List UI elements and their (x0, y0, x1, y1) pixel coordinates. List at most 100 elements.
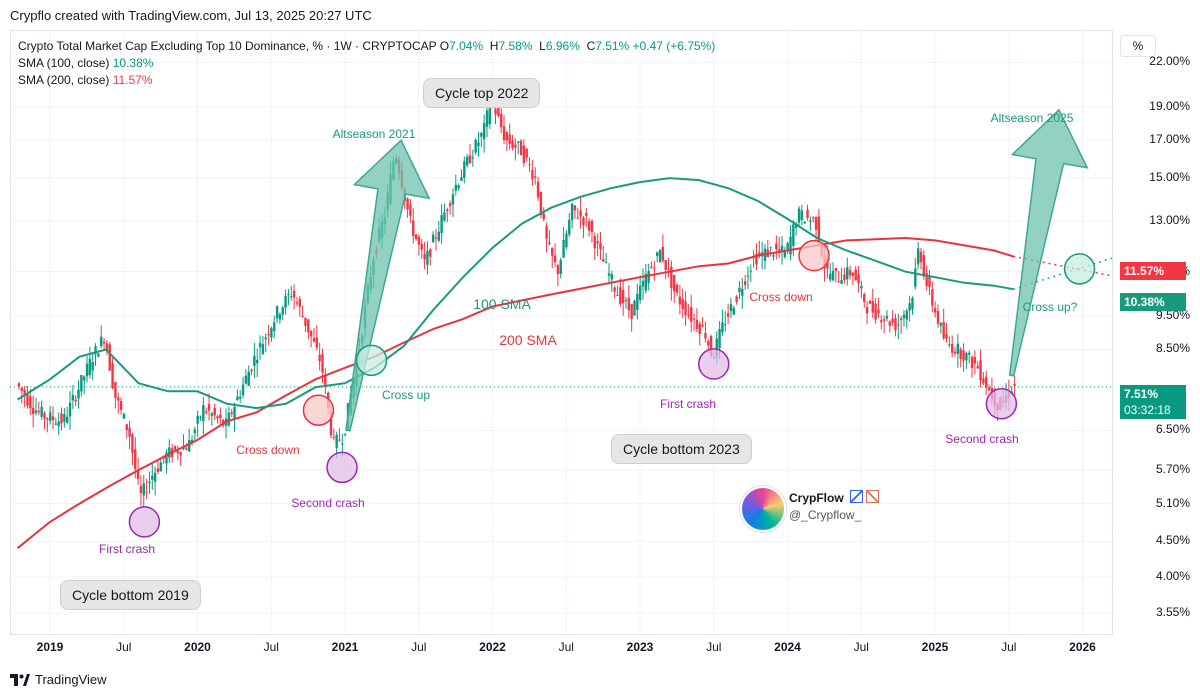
candle-body (88, 358, 92, 376)
price-axis-tick: 8.50% (1155, 341, 1190, 356)
time-axis-tick: Jul (116, 640, 132, 654)
candle-body (709, 336, 713, 356)
candle-body (508, 134, 511, 145)
candle-body (23, 389, 26, 397)
candle-body (278, 314, 282, 320)
second-crash-2021-label: Second crash (291, 496, 365, 510)
altseason-2025-arrow (1008, 108, 1089, 377)
first-crash-2019-label: First crash (98, 542, 156, 556)
candle-body (304, 317, 307, 326)
price-axis-tick: 13.00% (1149, 213, 1190, 228)
candle-body (817, 216, 821, 243)
candle-body (908, 303, 911, 311)
candle-body (701, 325, 704, 327)
candle-body (298, 298, 301, 307)
legend-sma200-value: 11.57% (112, 73, 153, 87)
candle-body (159, 462, 162, 472)
sma200-price-tag: 11.57% (1120, 262, 1186, 280)
candle-body (945, 334, 948, 339)
percent-scale-button[interactable]: % (1120, 35, 1156, 57)
candle-body (792, 224, 795, 246)
footer-brand[interactable]: TradingView (10, 672, 107, 687)
candle-body (707, 341, 710, 346)
candle-body (190, 439, 194, 444)
candle-body (125, 424, 128, 431)
candle-body (548, 242, 551, 245)
candle-body (914, 268, 917, 287)
candle-body (204, 411, 208, 413)
legend-sma200-row[interactable]: SMA (200, close) 11.57% (18, 72, 153, 88)
legend-low-label: L (539, 39, 546, 53)
candle-body (315, 337, 319, 348)
price-axis-tick: 9.50% (1155, 307, 1190, 322)
price-axis-tick: 4.00% (1155, 568, 1190, 583)
candle-body (290, 296, 293, 298)
legend-title: Crypto Total Market Cap Excluding Top 10… (18, 39, 437, 53)
candle-body (545, 226, 548, 239)
candle-body (482, 123, 486, 140)
candle-body (888, 321, 891, 326)
candle-body (43, 413, 46, 419)
candle-body (97, 353, 100, 357)
candle-body (46, 418, 49, 420)
candle-body (236, 396, 239, 401)
candle-body (539, 191, 543, 216)
candle-body (412, 220, 415, 237)
legend-low-value: 6.96% (545, 39, 580, 53)
candle-body (982, 378, 985, 384)
candle-body (60, 413, 63, 424)
candle-body (692, 318, 696, 320)
candle-body (678, 296, 682, 305)
candle-body (573, 205, 577, 211)
price-axis-tick: 19.00% (1149, 98, 1190, 113)
candle-body (29, 396, 32, 409)
candle-body (233, 407, 236, 419)
candle-body (599, 242, 602, 250)
candle-body (457, 185, 460, 189)
candle-body (216, 416, 219, 419)
price-axis-tick: 4.50% (1155, 533, 1190, 548)
candle-body (80, 374, 83, 392)
candle-body (630, 304, 633, 319)
candle-body (619, 287, 622, 304)
legend-sma100-value: 10.38% (112, 56, 154, 70)
tradingview-logo-icon (10, 673, 30, 686)
candle-body (857, 274, 860, 284)
candle-body (338, 439, 341, 441)
cycle-top-2022-callout: Cycle top 2022 (423, 78, 541, 108)
candle-body (959, 349, 962, 359)
candle-body (281, 307, 284, 315)
candle-body (165, 452, 168, 464)
candle-body (134, 449, 137, 469)
legend-sma100-row[interactable]: SMA (100, close) 10.38% (18, 55, 153, 71)
candle-body (241, 384, 245, 396)
candle-body (65, 416, 69, 423)
candle-body (718, 329, 721, 349)
candle-body (250, 369, 253, 372)
candle-body (911, 297, 914, 310)
candle-body (34, 410, 38, 413)
candle-body (48, 412, 52, 422)
candle-body (933, 308, 937, 313)
candle-body (704, 333, 707, 339)
candle-body (885, 315, 889, 319)
candle-body (777, 249, 781, 251)
cross-up-2021-label: Cross up (381, 388, 431, 402)
chart-pane[interactable] (10, 30, 1113, 635)
candle-body (409, 204, 412, 216)
candle-body (860, 286, 863, 289)
candle-body (519, 140, 523, 156)
price-chart[interactable] (10, 30, 1113, 635)
candle-body (806, 209, 809, 218)
candle-body (568, 219, 571, 235)
candle-body (239, 396, 242, 399)
candle-body (301, 315, 304, 317)
candle-body (287, 293, 290, 295)
candle-body (63, 413, 66, 422)
candle-body (434, 237, 438, 239)
candle-body (536, 181, 540, 198)
candle-body (114, 381, 117, 398)
candle-body (26, 392, 29, 406)
candle-body (593, 236, 596, 249)
candle-body (284, 295, 287, 308)
